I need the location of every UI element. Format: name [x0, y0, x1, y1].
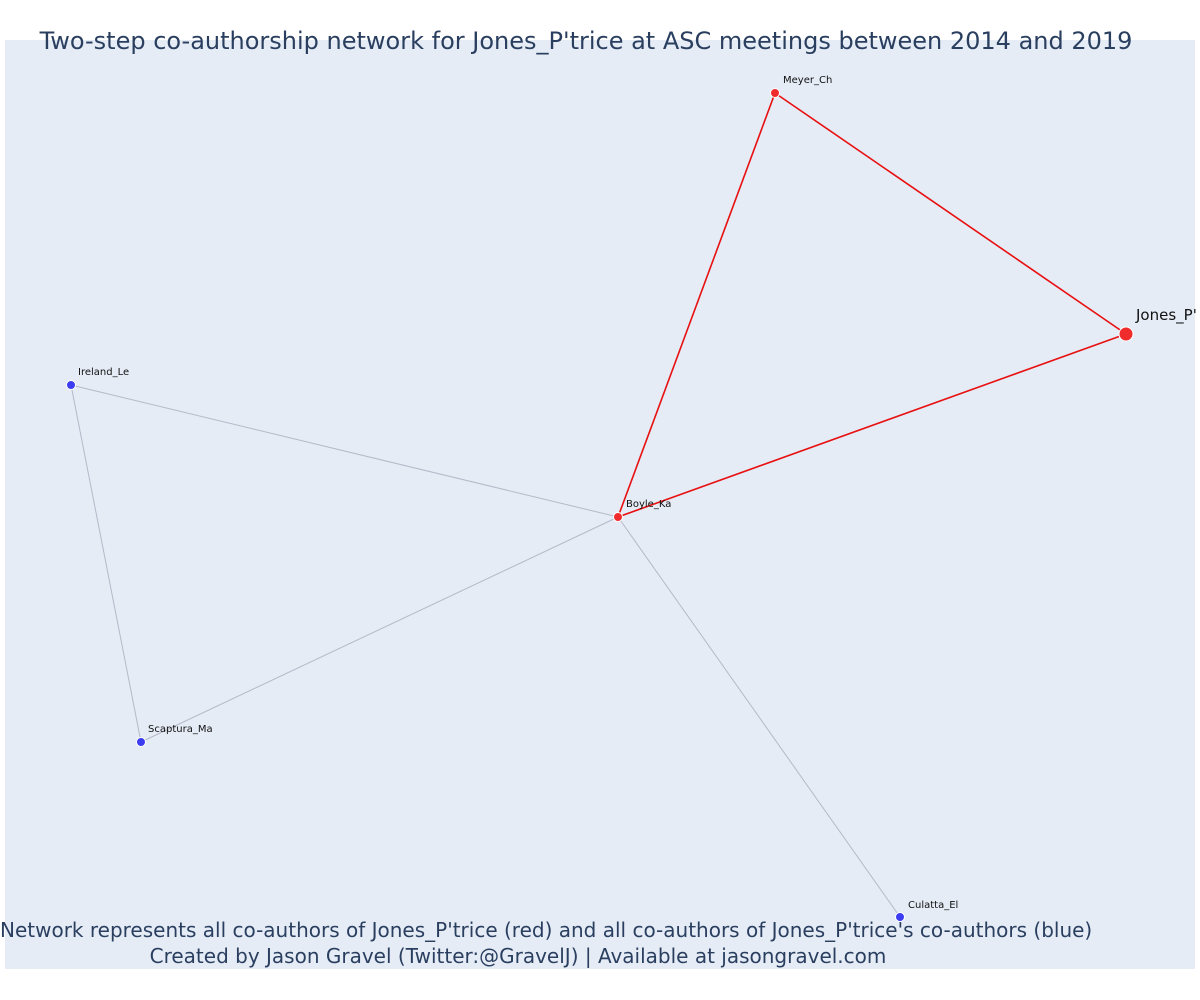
edge-meyer-ch-jones-p — [774, 92, 1127, 335]
node-label-jones-p: Jones_P' — [1135, 306, 1197, 325]
node-label-boyle-ka: Boyle_Ka — [626, 499, 671, 510]
node-label-ireland-le: Ireland_Le — [78, 367, 129, 378]
node-label-scaptura-ma: Scaptura_Ma — [148, 724, 213, 735]
edges-layer — [70, 92, 1127, 918]
node-ireland-le[interactable] — [66, 380, 76, 390]
node-scaptura-ma[interactable] — [136, 737, 146, 747]
node-meyer-ch[interactable] — [770, 88, 780, 98]
labels-layer: Jones_P' Meyer_Ch Boyle_Ka Ireland_Le Scaptu… — [78, 75, 1197, 911]
plot-area — [5, 40, 1195, 969]
edge-boyle-ka-ireland-le — [70, 384, 619, 518]
node-jones-p[interactable] — [1118, 326, 1134, 342]
node-culatta-el[interactable] — [895, 912, 905, 922]
edge-boyle-ka-meyer-ch — [617, 92, 776, 518]
edge-ireland-le-scaptura-ma — [70, 384, 142, 743]
caption-line-1: Network represents all co-authors of Jon… — [0, 918, 1093, 942]
node-label-meyer-ch: Meyer_Ch — [783, 75, 832, 86]
node-boyle-ka[interactable] — [613, 512, 623, 522]
edge-boyle-ka-jones-p — [617, 333, 1127, 518]
caption-line-2: Created by Jason Gravel (Twitter:@Gravel… — [149, 944, 887, 968]
chart-title: Two-step co-authorship network for Jones… — [39, 27, 1133, 55]
edge-boyle-ka-culatta-el — [617, 516, 901, 918]
node-label-culatta-el: Culatta_El — [908, 900, 958, 911]
edge-boyle-ka-scaptura-ma — [140, 516, 619, 743]
nodes-layer — [66, 88, 1134, 922]
